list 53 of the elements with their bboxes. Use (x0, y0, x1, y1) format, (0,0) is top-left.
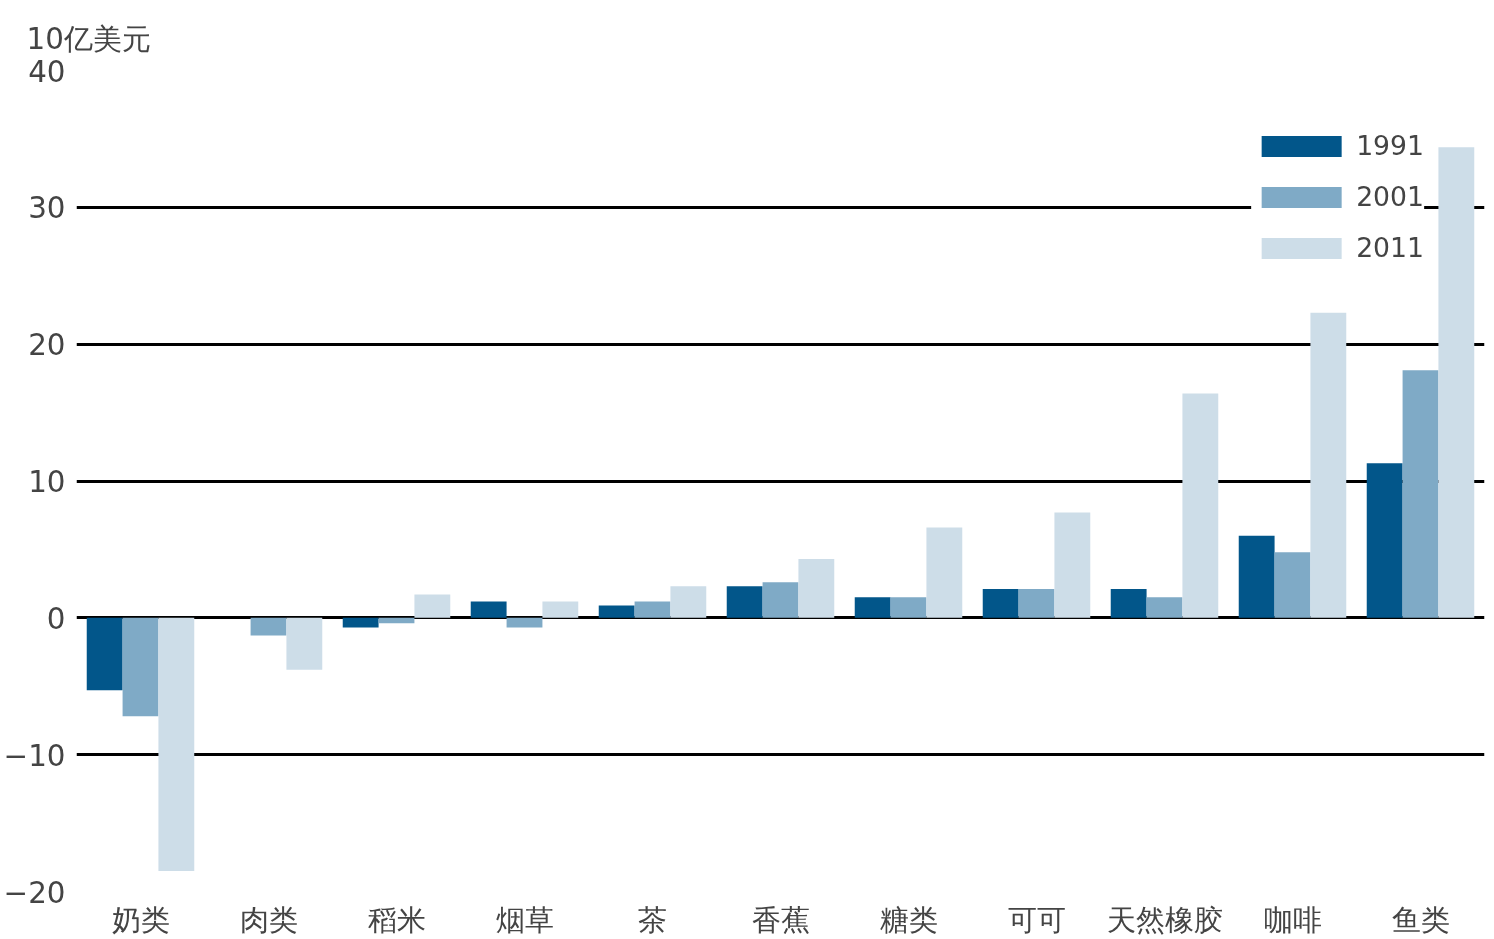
x-tick-label: 烟草 (495, 902, 554, 937)
x-tick-label: 茶 (638, 902, 667, 937)
bar (1018, 589, 1055, 618)
x-tick-label: 奶类 (111, 902, 170, 937)
bar (926, 527, 963, 618)
x-tick-label: 天然橡胶 (1106, 902, 1223, 937)
bar (158, 617, 195, 871)
x-tick-label: 糖类 (879, 902, 938, 937)
bar (1310, 312, 1347, 618)
legend-label: 2001 (1356, 181, 1424, 212)
legend-label: 2011 (1356, 232, 1424, 263)
bar (798, 558, 835, 618)
y-tick-label: 30 (28, 191, 66, 226)
bar (726, 586, 763, 618)
y-tick-label: 10 (28, 465, 66, 499)
bar (598, 605, 635, 618)
bar (1182, 393, 1219, 618)
bar (342, 617, 379, 628)
bar (982, 589, 1019, 618)
bar (1438, 147, 1475, 618)
y-axis-title: 10亿美元 (26, 21, 151, 56)
legend-label: 1991 (1356, 130, 1424, 161)
bar (286, 617, 323, 670)
y-tick-label: −10 (3, 738, 66, 773)
bar (470, 601, 507, 618)
bar (122, 617, 159, 717)
x-tick-label: 肉类 (239, 902, 298, 937)
bar (1274, 552, 1311, 618)
x-tick-label: 可可 (1007, 902, 1066, 937)
bar (1110, 589, 1147, 618)
x-tick-label: 香蕉 (751, 902, 810, 937)
x-tick-label: 鱼类 (1391, 902, 1450, 937)
x-tick-label: 稻米 (367, 902, 426, 937)
bar (1146, 597, 1183, 618)
y-tick-label: −20 (3, 875, 66, 910)
y-tick-label: 40 (28, 54, 66, 89)
bar (506, 617, 543, 628)
bar (1238, 535, 1275, 618)
bar (762, 582, 799, 618)
bar (890, 597, 927, 618)
bar (854, 597, 891, 618)
bar (86, 617, 123, 691)
y-tick-label: 20 (28, 328, 66, 363)
x-tick-label: 咖啡 (1263, 902, 1322, 937)
bar (1402, 370, 1439, 618)
bar (414, 594, 451, 618)
bar (670, 586, 707, 618)
bar (634, 601, 671, 618)
bar (1366, 463, 1403, 618)
y-tick-label: 0 (46, 601, 66, 636)
bar (250, 617, 287, 636)
bar (542, 601, 579, 618)
bar (1054, 512, 1091, 618)
